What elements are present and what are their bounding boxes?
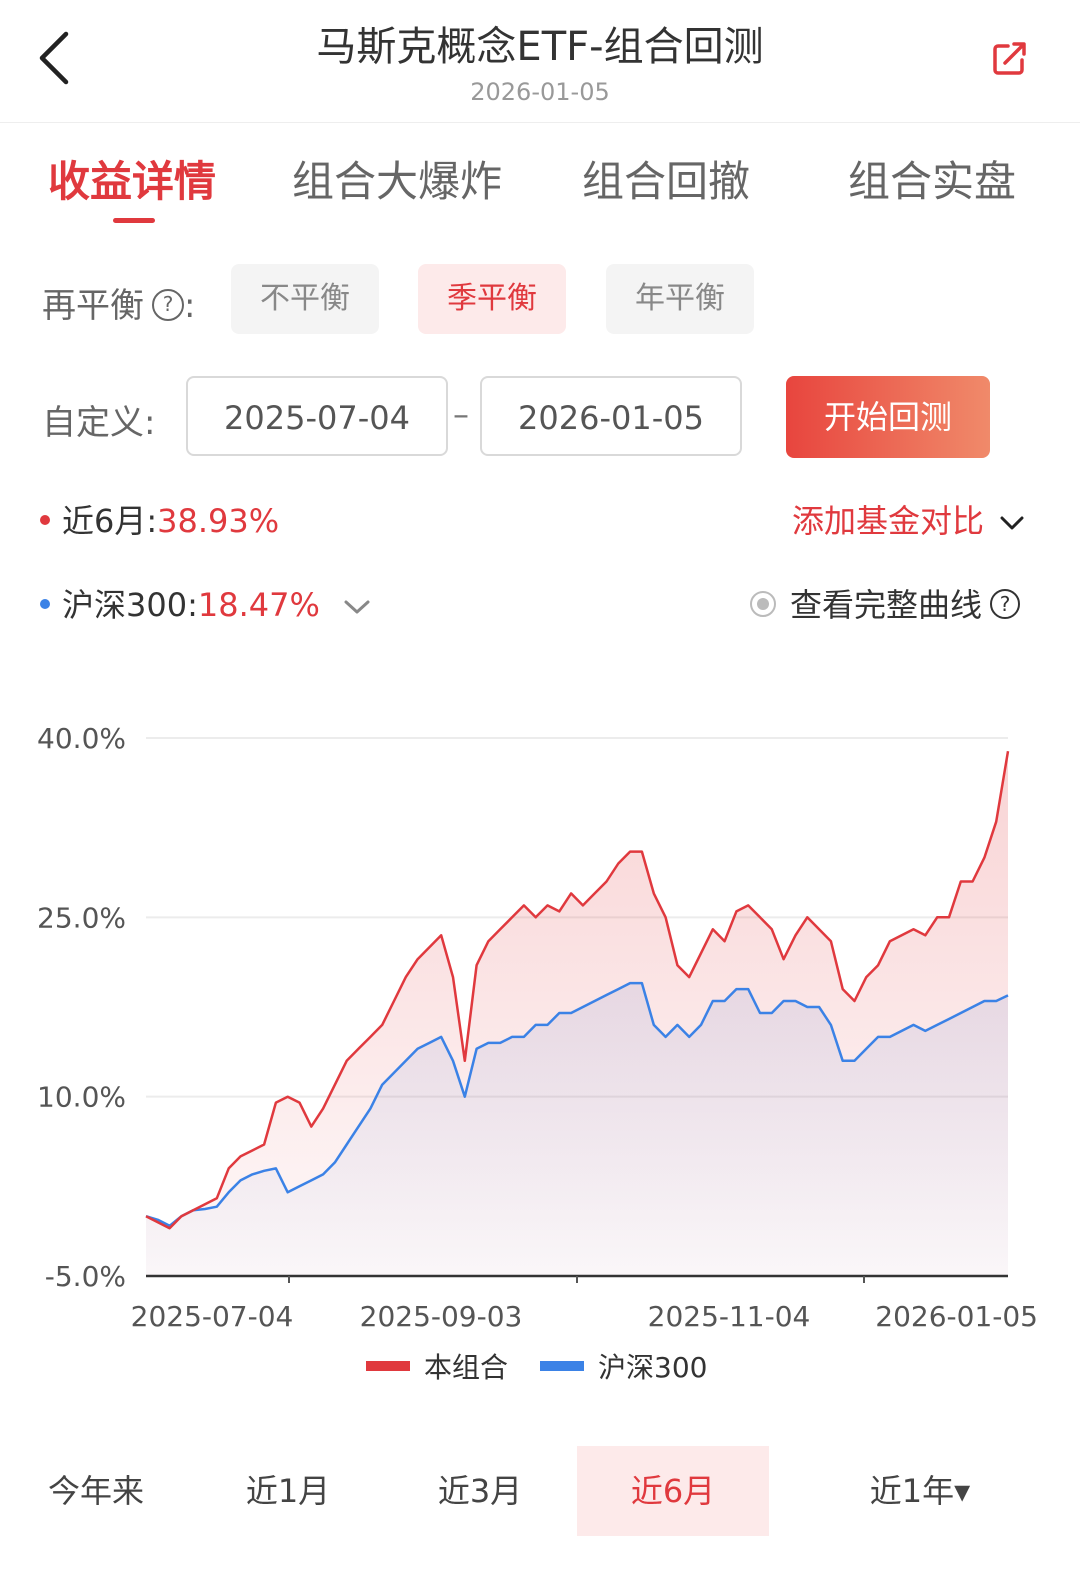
- period-1m[interactable]: 近1月: [245, 1472, 331, 1510]
- y-tick-label: 25.0%: [37, 901, 126, 934]
- series-line: [145, 750, 1010, 1230]
- tab-live[interactable]: 组合实盘: [848, 157, 1017, 206]
- period-1y[interactable]: 近1年▾: [869, 1472, 971, 1510]
- end-date-input[interactable]: 2026-01-05: [480, 376, 742, 456]
- legend-swatch: [540, 1361, 584, 1371]
- benchmark-return[interactable]: 沪深300:18.47%: [40, 580, 372, 626]
- custom-label: 自定义:: [42, 403, 156, 443]
- page-title: 马斯克概念ETF-组合回测: [316, 24, 764, 70]
- radio-icon[interactable]: [750, 591, 776, 617]
- tab-big-bang[interactable]: 组合大爆炸: [292, 157, 503, 206]
- tab-returns[interactable]: 收益详情: [48, 157, 217, 206]
- help-icon[interactable]: ?: [990, 589, 1021, 619]
- help-icon[interactable]: ?: [152, 288, 184, 321]
- returns-chart: 40.0% 25.0% 10.0% -5.0%2025-07-04 2025-09-03…: [37, 722, 1038, 1333]
- rebalance-yearly-button[interactable]: 年平衡: [606, 264, 754, 334]
- page-date: 2026-01-05: [470, 78, 610, 106]
- period-3m[interactable]: 近3月: [437, 1472, 523, 1510]
- period-ytd[interactable]: 今年来: [47, 1472, 144, 1510]
- period-tabs: 今年来 近1月 近3月 近6月 近1年▾: [0, 1446, 1080, 1536]
- rebalance-label: 再平衡?:: [42, 286, 196, 326]
- legend-benchmark: 沪深300: [540, 1346, 707, 1386]
- view-full-curve-toggle[interactable]: 查看完整曲线?: [750, 580, 1021, 626]
- app-header: 马斯克概念ETF-组合回测 2026-01-05: [0, 0, 1080, 123]
- rebalance-quarterly-button[interactable]: 季平衡: [418, 264, 566, 334]
- x-tick-label: 2025-09-03: [360, 1300, 523, 1333]
- active-tab-indicator: [113, 218, 155, 223]
- main-tabs: 收益详情 组合大爆炸 组合回撤 组合实盘: [0, 148, 1080, 228]
- series-area: [146, 751, 1008, 1276]
- legend-portfolio: 本组合: [366, 1346, 508, 1386]
- legend-swatch: [366, 1361, 410, 1371]
- add-fund-compare-button[interactable]: 添加基金对比: [792, 496, 1026, 542]
- y-tick-label: -5.0%: [45, 1260, 126, 1293]
- start-backtest-button[interactable]: 开始回测: [786, 376, 990, 458]
- x-tick-label: 2025-07-04: [131, 1300, 294, 1333]
- chevron-left-icon[interactable]: [36, 30, 76, 86]
- chevron-down-icon: [1000, 516, 1024, 530]
- start-date-input[interactable]: 2025-07-04: [186, 376, 448, 456]
- period-6m[interactable]: 近6月: [577, 1446, 769, 1536]
- share-icon[interactable]: [990, 38, 1030, 78]
- date-separator: –: [453, 395, 469, 433]
- portfolio-return: 近6月:38.93%: [40, 496, 279, 542]
- y-tick-label: 10.0%: [37, 1081, 126, 1114]
- blue-dot-icon: [40, 599, 50, 609]
- tab-drawdown[interactable]: 组合回撤: [582, 157, 751, 206]
- series-line: [145, 981, 1009, 1228]
- y-tick-label: 40.0%: [37, 722, 126, 755]
- chevron-down-icon: [344, 600, 370, 614]
- x-tick-label: 2026-01-05: [875, 1300, 1038, 1333]
- x-tick-label: 2025-11-04: [648, 1300, 811, 1333]
- rebalance-none-button[interactable]: 不平衡: [231, 264, 379, 334]
- red-dot-icon: [40, 515, 50, 525]
